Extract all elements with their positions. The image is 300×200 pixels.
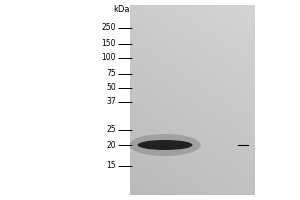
Text: 20: 20 [106,140,116,150]
Text: 37: 37 [106,98,116,106]
Ellipse shape [137,140,193,150]
Text: kDa: kDa [114,5,130,15]
Text: 50: 50 [106,84,116,92]
Text: 100: 100 [101,53,116,62]
Text: 75: 75 [106,70,116,78]
Text: 25: 25 [106,126,116,134]
Ellipse shape [129,134,201,156]
Text: 15: 15 [106,162,116,170]
Text: 250: 250 [101,23,116,32]
Text: 150: 150 [101,40,116,48]
